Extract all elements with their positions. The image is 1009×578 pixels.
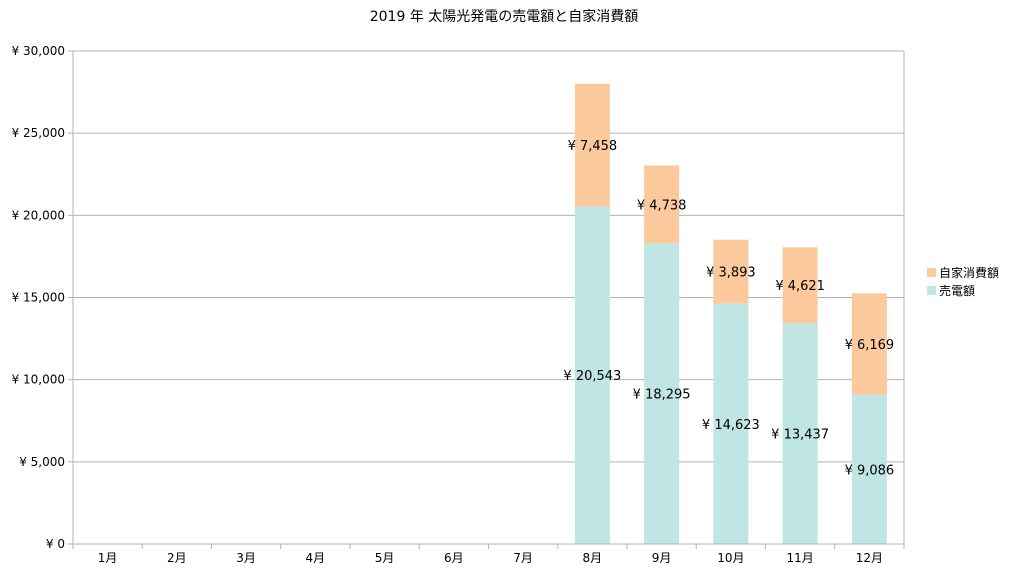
y-tick-label: ¥ 20,000 [12, 208, 65, 222]
data-label: ¥ 20,543 [563, 369, 621, 384]
data-label: ¥ 4,738 [637, 198, 687, 213]
legend-swatch [927, 268, 936, 277]
legend-swatch [927, 286, 936, 295]
x-tick-label: 1月 [98, 551, 118, 565]
x-tick-label: 2月 [167, 551, 187, 565]
chart-title: 2019 年 太陽光発電の売電額と自家消費額 [370, 8, 639, 25]
bar-sales [851, 394, 887, 544]
bar-self-consumption [574, 83, 610, 207]
gridlines [73, 50, 904, 463]
data-label: ¥ 7,458 [568, 139, 618, 154]
y-tick-label: ¥ 0 [46, 537, 65, 551]
data-label: ¥ 6,169 [845, 338, 895, 353]
bar-sales [782, 323, 818, 544]
axes: ¥ 0 ¥ 5,000 ¥ 10,000 ¥ 15,000 ¥ 20,000 ¥ 25,0… [12, 44, 905, 565]
legend-label: 売電額 [939, 283, 975, 298]
data-label: ¥ 4,621 [775, 279, 825, 294]
x-tick-label: 5月 [375, 551, 395, 565]
bar-self-consumption [782, 247, 818, 324]
x-tick-label: 6月 [444, 551, 464, 565]
y-tick-label: ¥ 5,000 [19, 455, 65, 469]
bars [574, 83, 887, 544]
x-tick-label: 7月 [513, 551, 533, 565]
legend-label: 自家消費額 [939, 265, 999, 280]
x-tick-label: 8月 [583, 551, 603, 565]
x-tick-label: 9月 [652, 551, 672, 565]
bar-sales [644, 243, 680, 544]
x-tick-label: 3月 [236, 551, 256, 565]
bar-self-consumption [713, 239, 749, 304]
data-label: ¥ 13,437 [771, 428, 829, 443]
x-tick-label: 12月 [856, 551, 883, 565]
x-tick-label: 10月 [717, 551, 744, 565]
y-tick-label: ¥ 25,000 [12, 126, 65, 140]
y-tick-label: ¥ 30,000 [12, 44, 65, 58]
data-label: ¥ 9,086 [845, 463, 895, 478]
x-tick-label: 11月 [786, 551, 813, 565]
y-tick-label: ¥ 15,000 [12, 291, 65, 305]
data-label: ¥ 14,623 [702, 418, 760, 433]
bar-self-consumption [851, 293, 887, 395]
bar-sales [574, 206, 610, 544]
data-labels: ¥ 20,543 ¥ 7,458 ¥ 18,295 ¥ 4,738 ¥ 14,623 ¥ … [563, 139, 894, 478]
data-label: ¥ 3,893 [706, 266, 756, 281]
bar-sales [713, 303, 749, 544]
y-tick-label: ¥ 10,000 [12, 373, 65, 387]
x-tick-label: 4月 [306, 551, 326, 565]
bar-self-consumption [644, 165, 680, 244]
data-label: ¥ 18,295 [633, 388, 691, 403]
